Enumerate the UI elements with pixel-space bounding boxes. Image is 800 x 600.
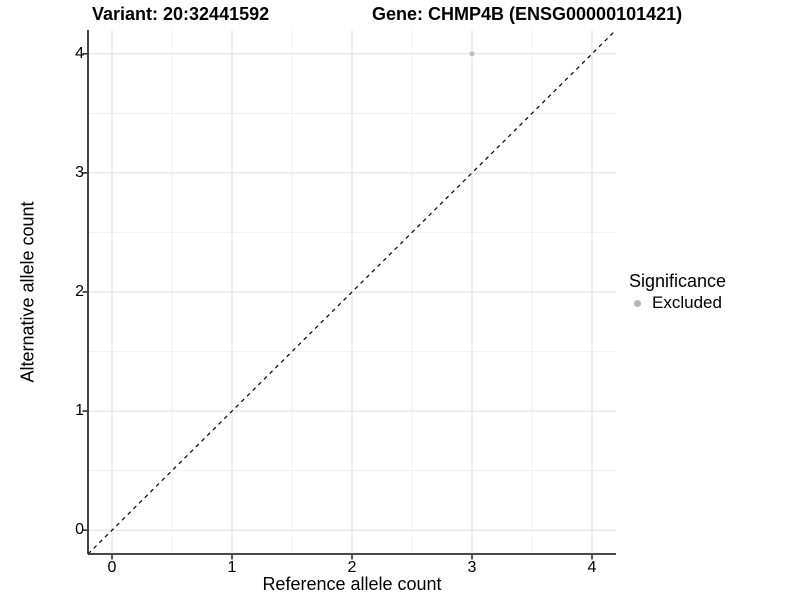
y-tick-label: 2: [75, 283, 84, 300]
x-tick-label: 0: [107, 559, 117, 576]
x-tick-label: 2: [347, 559, 357, 576]
legend-item-label: Excluded: [652, 293, 722, 312]
y-tick-label: 3: [75, 163, 84, 181]
data-point: [469, 51, 475, 57]
plot-title-variant: Variant: 20:32441592: [92, 4, 270, 24]
y-tick-label: 4: [75, 44, 84, 62]
identity-reference-line: [87, 29, 617, 555]
y-tick-label: 0: [75, 521, 84, 539]
legend-items: Excluded: [629, 294, 726, 312]
y-tick-label: 1: [75, 402, 84, 420]
legend-item: Excluded: [629, 294, 726, 312]
x-tick-label: 4: [587, 559, 597, 576]
legend-title: Significance: [629, 271, 727, 291]
legend-point-icon: [634, 299, 641, 307]
plot-title-gene: Gene: CHMP4B (ENSG00000101421): [372, 4, 683, 24]
x-tick-label: 3: [467, 559, 477, 576]
x-tick-label: 1: [227, 559, 237, 576]
x-axis-title: Reference allele count: [262, 574, 442, 594]
legend: Significance Excluded: [629, 271, 726, 312]
